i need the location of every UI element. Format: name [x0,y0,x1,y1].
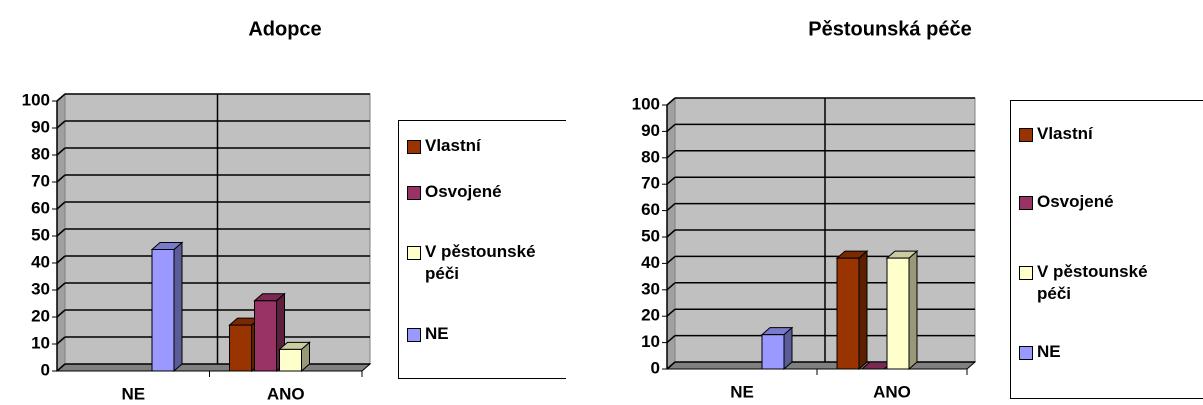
x-tick-label: ANO [267,384,305,403]
y-tick-label: 20 [641,306,660,325]
legend-label: V pěstounské péči [425,242,536,283]
legend-label: NE [425,324,449,343]
y-tick-label: 80 [641,147,660,166]
bar [885,250,919,371]
bar-front [761,334,785,370]
legend-label: Vlastní [1037,124,1093,143]
legend: Vlastní Osvojené V pěstounské péči NE [398,120,566,379]
grid-line [56,93,66,102]
legend-item: NE [1019,341,1194,363]
legend-swatch [407,186,421,200]
legend-label: V pěstounské péči [1037,262,1148,303]
legend: Vlastní Osvojené V pěstounské péči NE [1010,100,1203,399]
grid-line [666,203,676,212]
x-tick-label: NE [121,384,145,403]
grid-line [666,361,676,370]
y-tick-label: 70 [641,174,660,193]
bar-front [229,324,252,372]
bar-side [858,250,868,371]
legend-label: NE [1037,342,1061,361]
bar-side [173,241,183,373]
y-tick-label: 10 [31,333,50,352]
y-tick-label: 0 [651,358,660,377]
y-tick-label: 60 [31,198,50,217]
grid-line [666,97,676,106]
bar [835,250,869,371]
bar [253,292,286,373]
bar [278,341,311,373]
grid-line [666,229,676,238]
legend-item: Vlastní [407,135,566,157]
grid-line [666,335,676,344]
grid-line [56,201,66,210]
y-tick-label: 30 [31,279,50,298]
grid-line [56,147,66,156]
legend-label: Vlastní [425,136,481,155]
bar [760,326,794,371]
legend-item: V pěstounské péči [407,241,566,285]
legend-label: Osvojené [425,182,502,201]
y-tick-label: 20 [31,306,50,325]
y-tick-label: 10 [641,332,660,351]
y-tick-label: 90 [31,117,50,136]
bar [150,241,184,373]
grid-line [56,363,66,372]
grid-line [666,255,676,264]
bar-front [836,257,860,370]
grid-line [666,150,676,159]
grid-line [56,309,66,318]
bar-side [908,250,918,371]
legend-item: Osvojené [1019,191,1194,213]
legend-swatch [1019,128,1033,142]
y-tick-label: 80 [31,144,50,163]
y-tick-label: 60 [641,200,660,219]
floor [55,363,372,372]
y-tick-label: 100 [632,94,660,113]
chart-title: Pěstounská péče [808,18,971,40]
floor [665,361,977,370]
grid-line [56,120,66,129]
grid-line [666,176,676,185]
y-tick-label: 0 [41,360,50,379]
grid-line [56,174,66,183]
grid-line [56,282,66,291]
bar-front [279,348,302,372]
y-tick-label: 90 [641,121,660,140]
legend-item: Osvojené [407,181,566,203]
grid-line [666,282,676,291]
grid-line [56,228,66,237]
legend-swatch [407,328,421,342]
grid-line [56,255,66,264]
y-tick-label: 50 [641,226,660,245]
legend-item: Vlastní [1019,123,1194,145]
bar-front [886,257,910,370]
bar-front [254,300,277,372]
legend-swatch [1019,196,1033,210]
bar-front [151,249,175,372]
legend-swatch [407,246,421,260]
legend-item: NE [407,323,566,345]
legend-swatch [1019,266,1033,280]
legend-label: Osvojené [1037,192,1114,211]
y-tick-label: 70 [31,171,50,190]
y-tick-label: 40 [641,253,660,272]
x-tick-label: ANO [873,382,911,401]
legend-swatch [407,140,421,154]
legend-item: V pěstounské péči [1019,261,1194,305]
y-tick-label: 100 [22,90,50,109]
y-tick-label: 50 [31,225,50,244]
grid-line [666,308,676,317]
legend-swatch [1019,346,1033,360]
y-tick-label: 30 [641,279,660,298]
y-tick-label: 40 [31,252,50,271]
x-tick-label: NE [730,382,754,401]
chart-title: Adopce [248,18,321,40]
grid-line [666,123,676,132]
grid-line [56,336,66,345]
